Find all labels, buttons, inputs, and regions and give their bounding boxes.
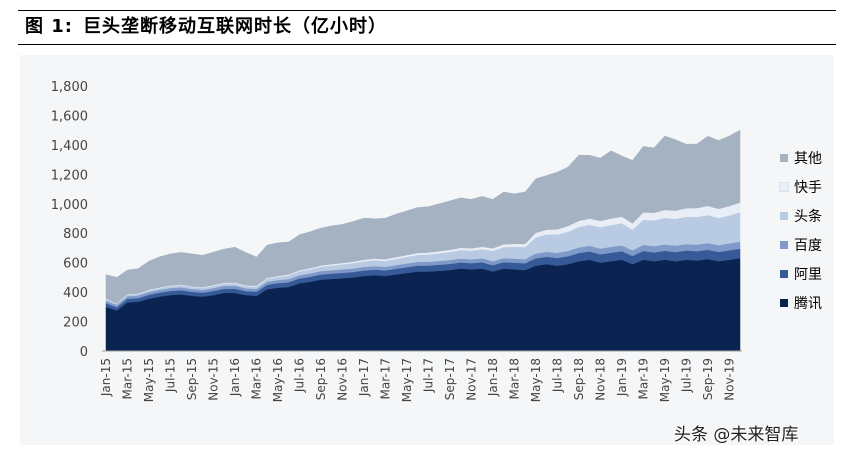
- legend: 其他快手头条百度阿里腾讯: [779, 143, 822, 317]
- x-tick-label: Jan-19: [615, 358, 629, 397]
- legend-swatch: [780, 269, 788, 278]
- area-series-5: [105, 129, 741, 304]
- x-tick-label: Mar-16: [249, 358, 263, 399]
- legend-item: 其他: [780, 143, 822, 172]
- legend-label: 腾讯: [794, 295, 822, 312]
- x-tick-label: Jan-17: [357, 358, 371, 397]
- y-tick-label: 1,600: [51, 109, 88, 124]
- x-tick-label: Nov-18: [593, 358, 607, 401]
- legend-item: 腾讯: [780, 288, 822, 317]
- watermark: 头条 @未来智库: [674, 425, 799, 445]
- x-tick-label: Sep-18: [572, 358, 586, 400]
- y-tick-label: 200: [63, 316, 88, 331]
- x-tick-label: Jan-18: [486, 358, 500, 397]
- x-tick-label: Mar-19: [636, 358, 650, 399]
- y-tick-label: 1,000: [51, 198, 88, 213]
- y-tick-label: 600: [63, 257, 88, 272]
- x-tick-label: Mar-18: [507, 358, 521, 399]
- figure-title-text: 巨头垄断移动互联网时长（亿小时）: [83, 16, 387, 37]
- x-tick-label: May-15: [142, 358, 156, 402]
- legend-label: 其他: [794, 150, 822, 167]
- y-tick-label: 0: [80, 345, 88, 360]
- y-tick-label: 400: [63, 286, 88, 301]
- x-tick-label: Mar-17: [378, 358, 392, 399]
- figure-title: 图 1: 巨头垄断移动互联网时长（亿小时）: [25, 12, 387, 38]
- y-tick-label: 1,800: [51, 80, 88, 95]
- x-tick-label: May-19: [658, 358, 672, 402]
- title-rule: [18, 44, 836, 45]
- x-tick-label: Sep-17: [443, 358, 457, 400]
- figure-label: 图 1:: [25, 16, 73, 37]
- x-tick-label: Jul-17: [421, 358, 435, 393]
- x-tick-label: Sep-19: [701, 358, 715, 400]
- legend-label: 快手: [794, 179, 822, 196]
- x-tick-label: Nov-16: [335, 358, 349, 401]
- legend-swatch: [780, 240, 788, 249]
- legend-label: 头条: [794, 208, 822, 225]
- legend-item: 百度: [780, 230, 822, 259]
- x-tick-label: Jul-15: [163, 358, 177, 393]
- x-tick-label: Jul-19: [679, 358, 693, 393]
- legend-swatch: [780, 298, 788, 307]
- x-tick-label: Jan-15: [99, 358, 113, 397]
- y-tick-label: 1,400: [51, 139, 88, 154]
- x-tick-label: Nov-17: [464, 358, 478, 401]
- y-tick-label: 800: [63, 227, 88, 242]
- legend-swatch: [779, 181, 789, 192]
- legend-swatch: [780, 153, 788, 162]
- x-tick-label: Jul-16: [292, 358, 306, 393]
- x-tick-label: Nov-15: [206, 358, 220, 401]
- legend-item: 阿里: [780, 259, 822, 288]
- x-tick-label: Sep-16: [314, 358, 328, 400]
- legend-item: 快手: [779, 172, 822, 201]
- y-tick-label: 1,200: [51, 168, 88, 183]
- x-tick-label: May-18: [529, 358, 543, 402]
- legend-swatch: [780, 211, 788, 220]
- x-tick-label: Jul-18: [550, 358, 564, 393]
- x-tick-label: Mar-15: [120, 358, 134, 399]
- x-tick-label: Jan-16: [228, 358, 242, 397]
- legend-label: 阿里: [794, 266, 822, 283]
- x-tick-label: May-17: [400, 358, 414, 402]
- x-tick-label: Nov-19: [722, 358, 736, 401]
- legend-label: 百度: [794, 237, 822, 254]
- x-tick-label: May-16: [271, 358, 285, 402]
- top-rule: [18, 10, 836, 11]
- legend-item: 头条: [780, 201, 822, 230]
- x-tick-label: Sep-15: [185, 358, 199, 400]
